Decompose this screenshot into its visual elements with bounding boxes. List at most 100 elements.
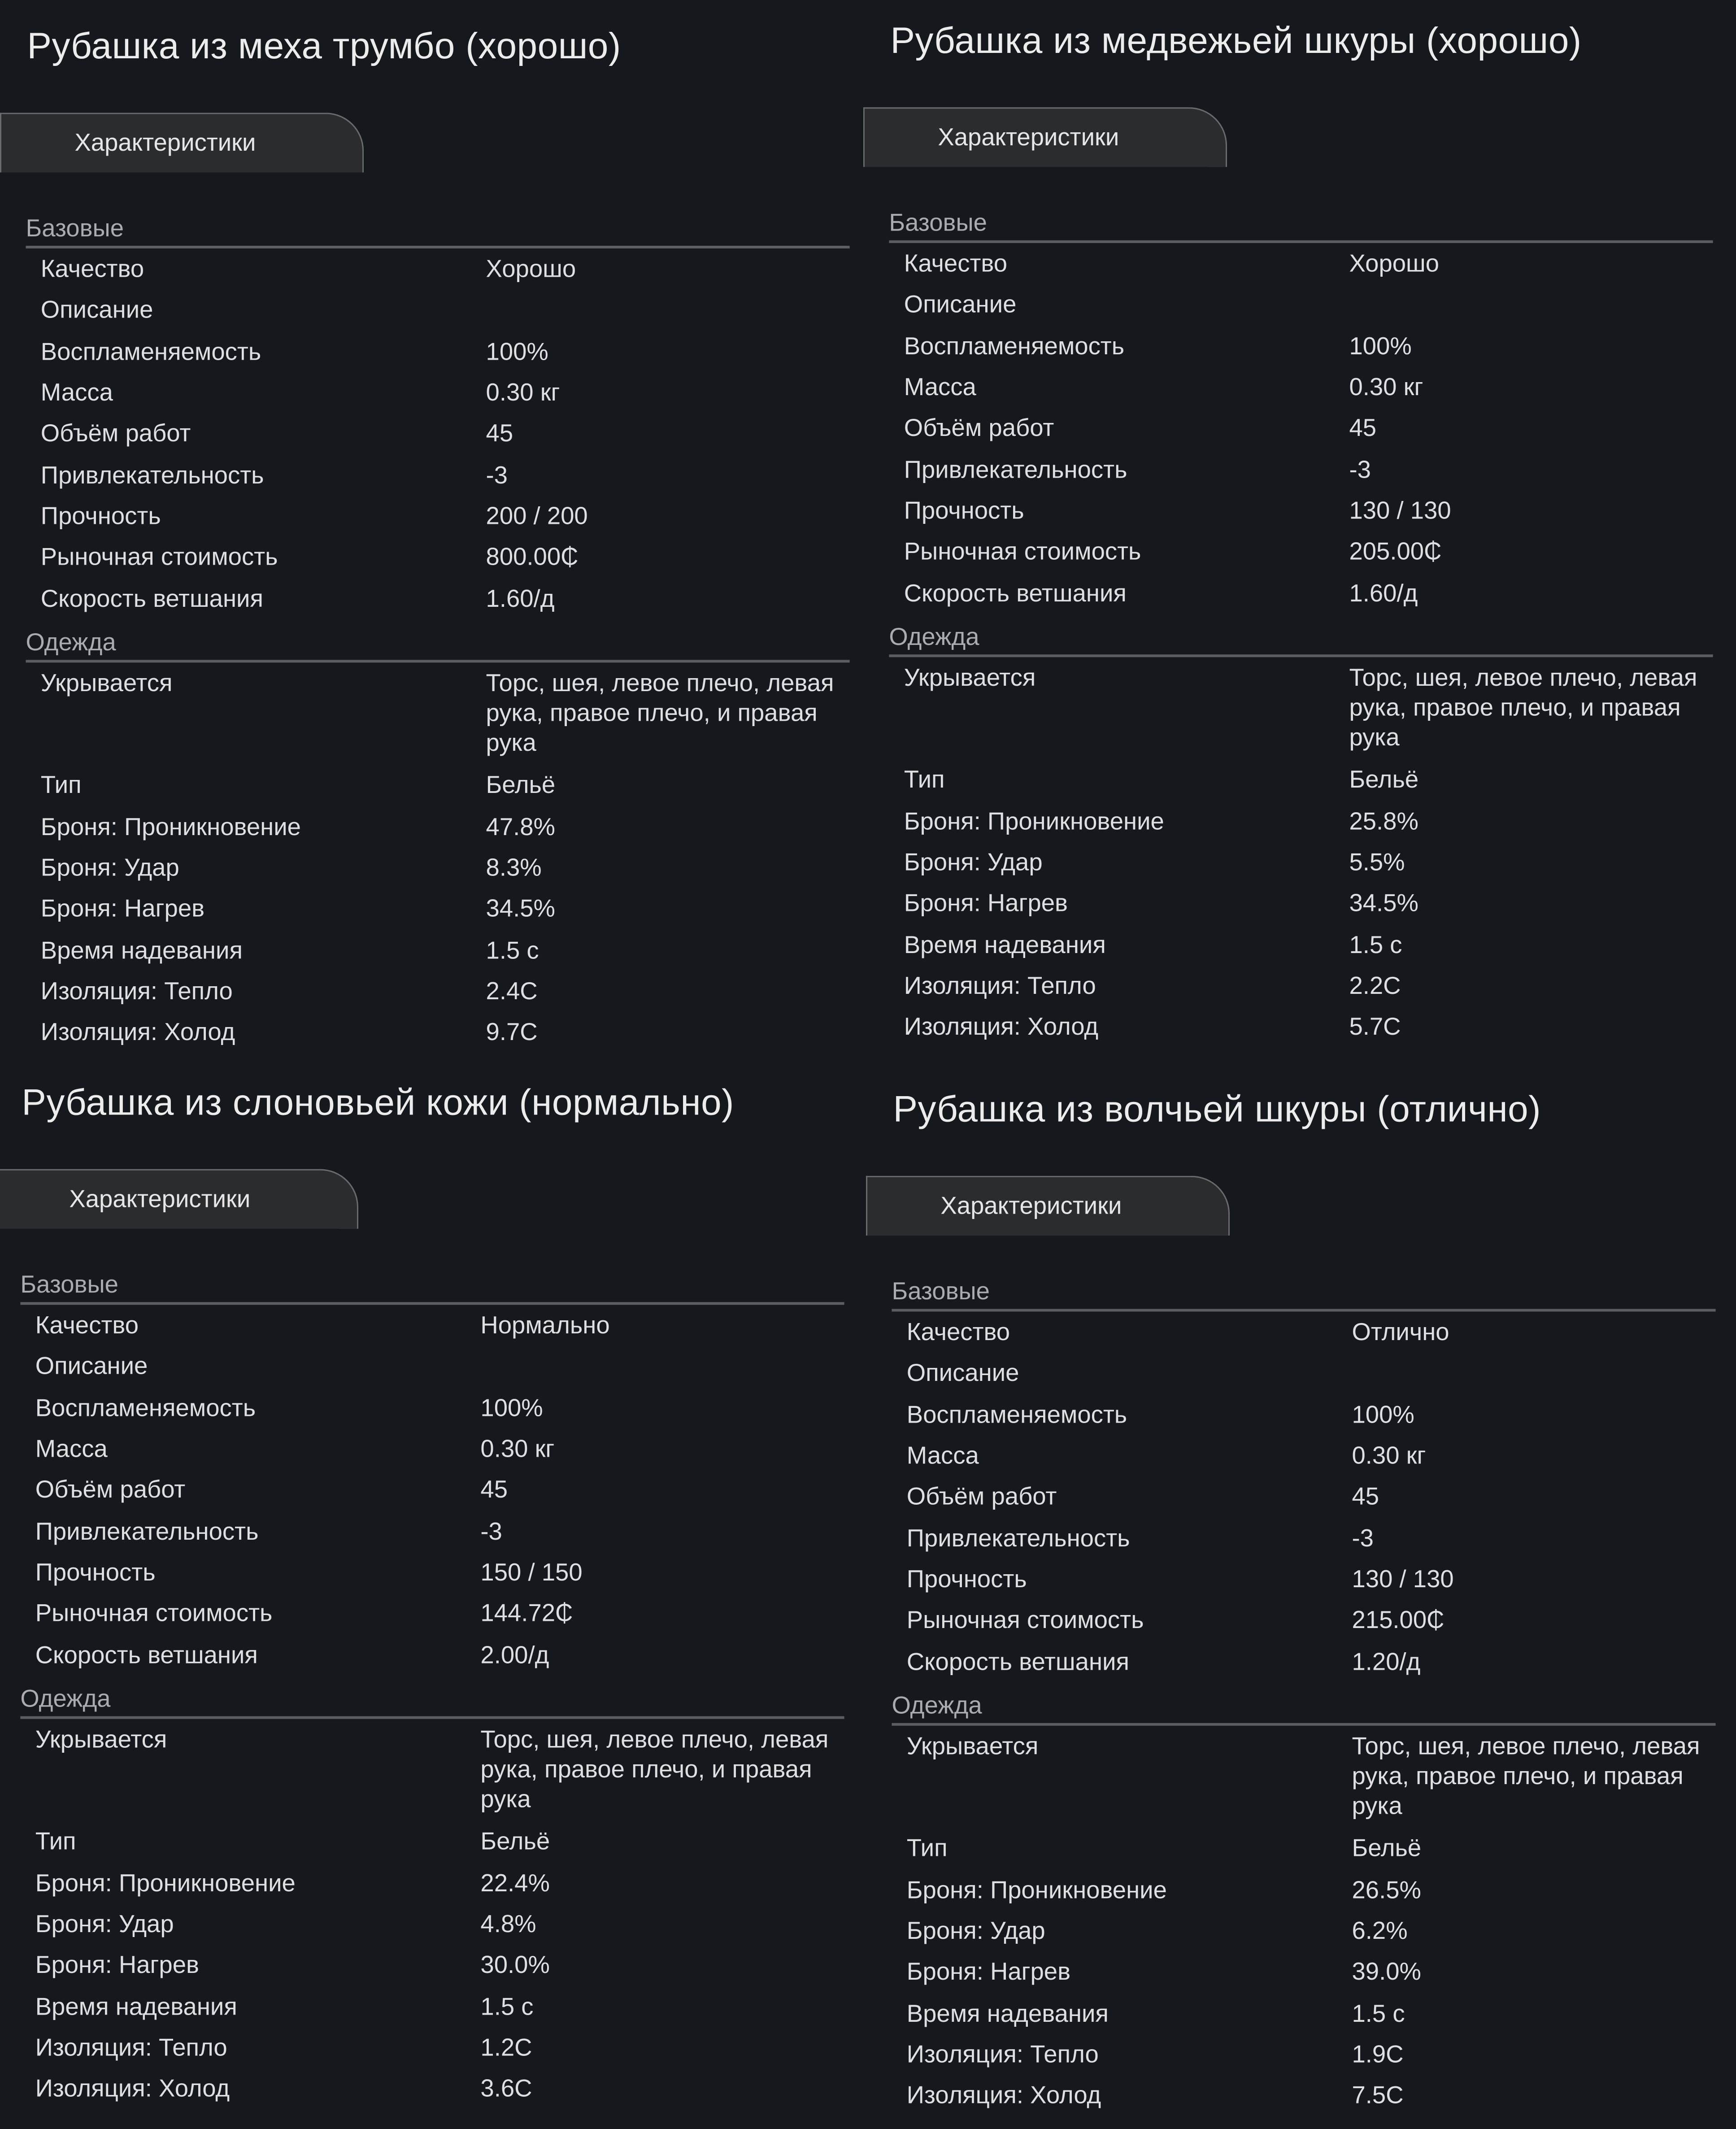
- stat-value: 200 / 200: [486, 502, 588, 530]
- stat-label: Прочность: [904, 497, 1024, 524]
- stat-label: Описание: [35, 1353, 148, 1380]
- stat-value: 39.0%: [1352, 1958, 1421, 1985]
- stat-label: Качество: [906, 1318, 1010, 1346]
- section-heading: Базовые: [20, 1271, 118, 1298]
- stat-value: 1.5 с: [486, 936, 539, 964]
- stat-label: Объём работ: [906, 1483, 1057, 1511]
- section-heading: Базовые: [892, 1277, 990, 1305]
- stat-value: 45: [480, 1476, 508, 1504]
- stat-label: Время надевания: [40, 936, 243, 964]
- stat-value: Торс, шея, левое плечо, левая рука, прав…: [480, 1726, 829, 1813]
- stat-label: Описание: [40, 296, 153, 324]
- stat-value: 2.4C: [486, 977, 538, 1005]
- stat-value: Торс, шея, левое плечо, левая рука, прав…: [1352, 1733, 1700, 1820]
- stat-value: -3: [1349, 456, 1371, 483]
- stat-value: 144.72₵: [480, 1600, 573, 1628]
- tab-label: Характеристики: [69, 1185, 251, 1213]
- stat-value: 22.4%: [480, 1869, 550, 1896]
- stat-label: Тип: [906, 1834, 948, 1862]
- item-title: Рубашка из медвежьей шкуры (хорошо): [890, 20, 1582, 61]
- stat-value: 1.5 с: [1352, 1999, 1405, 2027]
- stat-label: Описание: [906, 1359, 1019, 1387]
- section-divider: [26, 660, 850, 662]
- tab-characteristics[interactable]: Характеристики: [863, 107, 1227, 167]
- stat-label: Изоляция: Холод: [906, 2081, 1101, 2109]
- stat-value: Отлично: [1352, 1318, 1449, 1346]
- item-info-panel: Рубашка из слоновьей кожи (нормально) Ха…: [0, 1056, 863, 2115]
- stat-label: Броня: Удар: [904, 848, 1043, 876]
- tab-label: Характеристики: [938, 123, 1119, 151]
- stat-label: Укрывается: [904, 664, 1036, 692]
- stat-value: 1.60/д: [486, 585, 555, 612]
- stat-value: Бельё: [1349, 766, 1419, 793]
- stat-label: Привлекательность: [904, 456, 1127, 483]
- stat-label: Привлекательность: [40, 461, 264, 489]
- stat-value: 215.00₵: [1352, 1607, 1444, 1634]
- stat-value: 1.5 с: [1349, 931, 1402, 958]
- stat-label: Масса: [35, 1435, 108, 1463]
- stat-value: 130 / 130: [1352, 1565, 1454, 1593]
- stat-value: 1.2C: [480, 2033, 532, 2061]
- stat-label: Время надевания: [906, 1999, 1109, 2027]
- stat-label: Масса: [906, 1442, 979, 1469]
- item-info-panel: Рубашка из меха трумбо (хорошо) Характер…: [0, 0, 869, 1059]
- tab-label: Характеристики: [74, 129, 256, 157]
- stat-label: Скорость ветшания: [35, 1641, 258, 1669]
- stat-label: Броня: Нагрев: [906, 1958, 1071, 1985]
- stat-label: Воспламеняемость: [904, 332, 1125, 360]
- section-divider: [892, 1309, 1716, 1311]
- stat-label: Броня: Удар: [40, 853, 179, 881]
- stat-label: Тип: [35, 1828, 76, 1855]
- stat-value: 34.5%: [1349, 889, 1418, 917]
- stat-value: 100%: [1349, 332, 1412, 360]
- stat-label: Броня: Проникновение: [904, 807, 1164, 835]
- stat-value: 34.5%: [486, 895, 556, 923]
- item-info-panel: Рубашка из медвежьей шкуры (хорошо) Хара…: [863, 0, 1732, 1054]
- stat-value: 6.2%: [1352, 1917, 1408, 1944]
- stat-label: Воспламеняемость: [40, 337, 261, 365]
- section-heading: Базовые: [26, 214, 124, 242]
- tab-characteristics[interactable]: Характеристики: [866, 1176, 1230, 1236]
- stat-label: Тип: [40, 771, 82, 799]
- stat-value: 150 / 150: [480, 1559, 583, 1586]
- stat-value: Торс, шея, левое плечо, левая рука, прав…: [486, 669, 834, 757]
- stat-label: Рыночная стоимость: [904, 538, 1141, 566]
- stat-value: 4.8%: [480, 1910, 536, 1937]
- stat-value: 45: [486, 420, 513, 448]
- stat-value: 26.5%: [1352, 1876, 1421, 1903]
- stat-value: 130 / 130: [1349, 497, 1451, 524]
- stat-value: 205.00₵: [1349, 538, 1442, 566]
- stat-value: 2.00/д: [480, 1641, 549, 1669]
- section-divider: [892, 1723, 1716, 1725]
- stat-value: 7.5C: [1352, 2081, 1404, 2109]
- item-title: Рубашка из волчьей шкуры (отлично): [893, 1088, 1541, 1130]
- tab-label: Характеристики: [940, 1192, 1122, 1219]
- stat-label: Воспламеняемость: [35, 1394, 256, 1421]
- stat-value: -3: [480, 1517, 502, 1545]
- stat-label: Изоляция: Тепло: [35, 2033, 227, 2061]
- stat-label: Броня: Нагрев: [40, 895, 205, 923]
- section-divider: [889, 654, 1713, 657]
- tab-characteristics[interactable]: Характеристики: [0, 1169, 359, 1229]
- tab-characteristics[interactable]: Характеристики: [0, 113, 364, 173]
- section-heading: Одежда: [20, 1685, 111, 1712]
- stat-label: Изоляция: Холод: [40, 1019, 235, 1046]
- stat-label: Прочность: [906, 1565, 1027, 1593]
- stat-label: Скорость ветшания: [40, 585, 264, 612]
- stat-label: Привлекательность: [906, 1524, 1130, 1552]
- section-divider: [26, 245, 850, 248]
- stat-label: Укрывается: [35, 1726, 167, 1753]
- stat-label: Объём работ: [35, 1476, 186, 1504]
- stat-label: Время надевания: [904, 931, 1106, 958]
- stat-label: Броня: Проникновение: [40, 812, 301, 840]
- stat-value: 1.9C: [1352, 2040, 1404, 2068]
- stat-label: Броня: Удар: [35, 1910, 174, 1937]
- stat-value: -3: [1352, 1524, 1374, 1552]
- section-heading: Базовые: [889, 209, 987, 236]
- stat-value: 45: [1352, 1483, 1379, 1511]
- stat-value: 25.8%: [1349, 807, 1418, 835]
- section-divider: [20, 1716, 844, 1719]
- stat-label: Качество: [40, 255, 144, 283]
- stat-label: Изоляция: Холод: [35, 2075, 230, 2103]
- stat-value: 100%: [486, 337, 548, 365]
